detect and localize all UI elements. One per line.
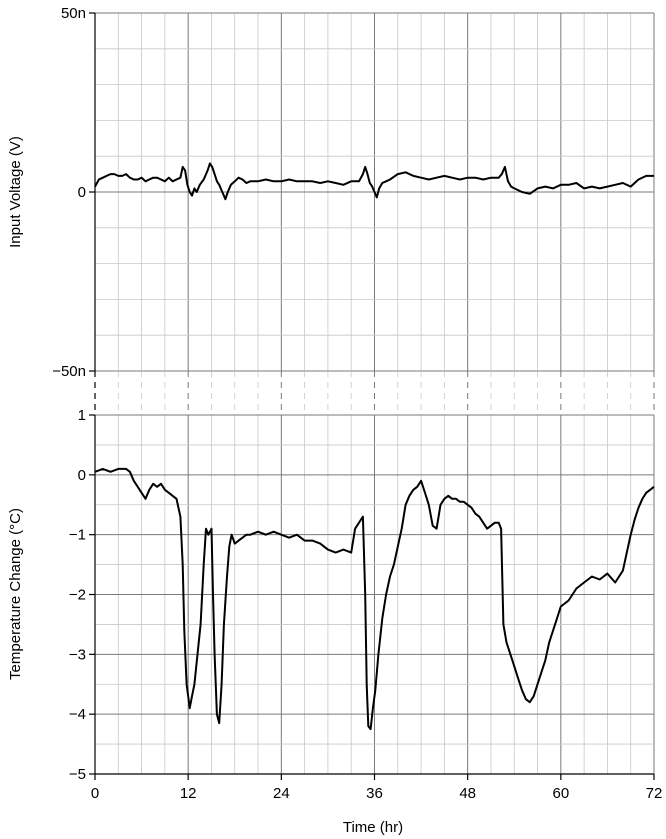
bottom-y-tick-label: 0 (78, 467, 86, 484)
x-tick-label: 12 (180, 785, 197, 802)
top-y-tick-label: −50n (52, 363, 86, 380)
panel-connector (94, 371, 655, 415)
bottom-y-tick-label: 1 (78, 407, 86, 424)
top-y-tick-label: 50n (61, 5, 86, 22)
bottom-y-tick-label: −1 (69, 527, 86, 544)
bottom-y-tick-label: −3 (69, 646, 86, 663)
top-y-tick-label: 0 (78, 184, 86, 201)
x-tick-label: 36 (366, 785, 383, 802)
x-tick-label: 0 (91, 785, 99, 802)
x-axis-title: Time (hr) (343, 819, 403, 836)
x-tick-label: 72 (646, 785, 663, 802)
x-tick-label: 60 (552, 785, 569, 802)
bottom-y-tick-label: −5 (69, 766, 86, 783)
x-tick-label: 48 (459, 785, 476, 802)
x-tick-label: 24 (273, 785, 290, 802)
bottom-y-tick-label: −4 (69, 706, 86, 723)
bottom-series-line (94, 467, 655, 731)
top-panel: −50n 0 50n (52, 5, 655, 380)
bottom-y-axis-title: Temperature Change (°C) (7, 508, 24, 680)
top-y-axis-title: Input Voltage (V) (7, 136, 24, 248)
top-series-line (94, 162, 654, 201)
bottom-panel: −5 −4 −3 −2 −1 0 1 0 12 24 36 48 60 72 (69, 407, 662, 802)
bottom-y-tick-label: −2 (69, 587, 86, 604)
